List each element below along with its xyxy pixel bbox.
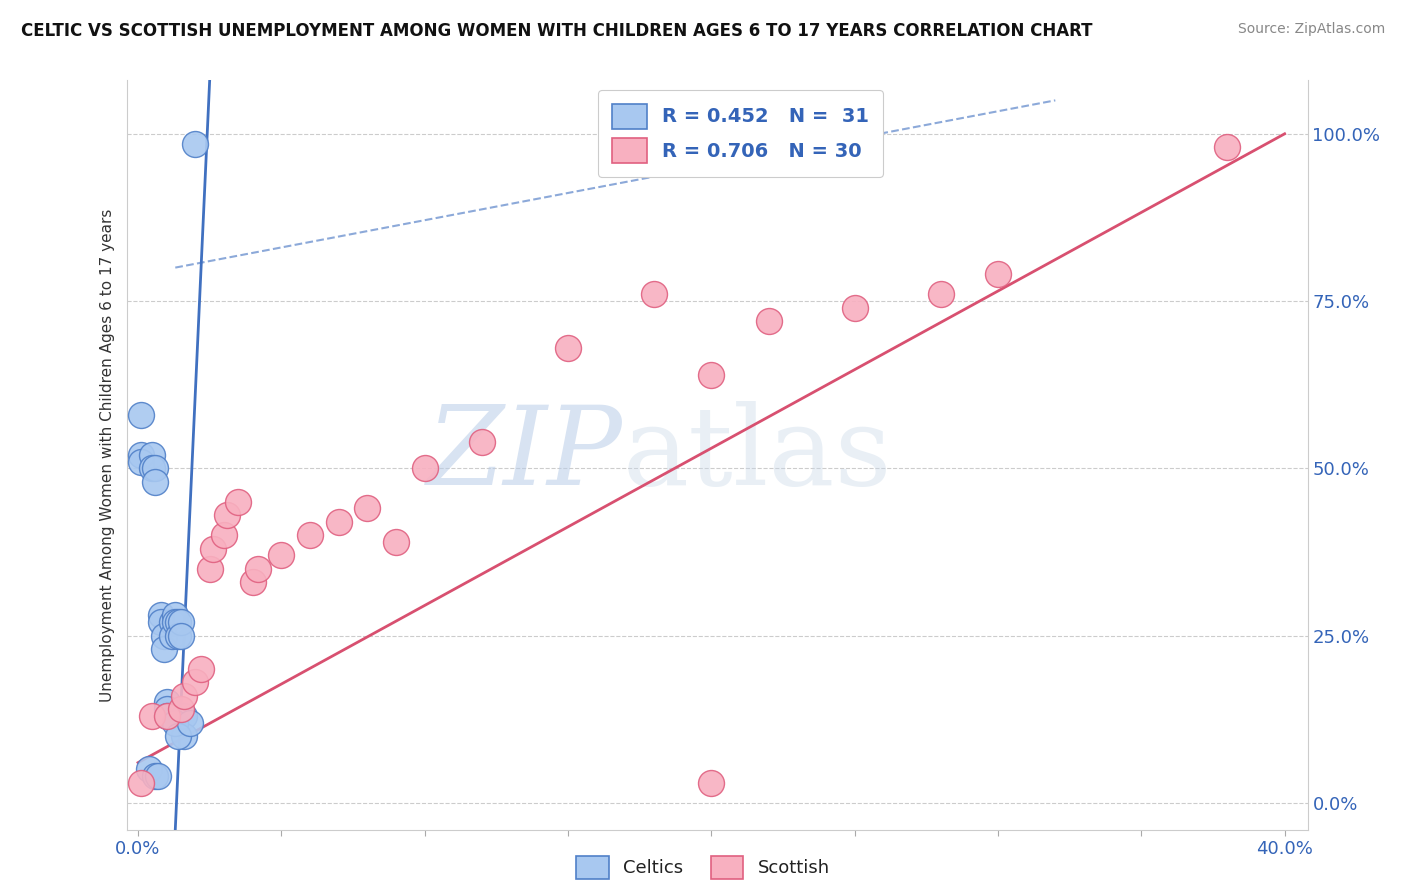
Point bbox=[149, 615, 172, 630]
Point bbox=[143, 461, 166, 475]
Point bbox=[165, 615, 187, 630]
Point bbox=[162, 615, 184, 630]
Point bbox=[413, 461, 436, 475]
Point bbox=[153, 642, 176, 657]
Point bbox=[844, 301, 866, 315]
Point bbox=[167, 729, 190, 743]
Text: CELTIC VS SCOTTISH UNEMPLOYMENT AMONG WOMEN WITH CHILDREN AGES 6 TO 17 YEARS COR: CELTIC VS SCOTTISH UNEMPLOYMENT AMONG WO… bbox=[21, 22, 1092, 40]
Point bbox=[153, 629, 176, 643]
Y-axis label: Unemployment Among Women with Children Ages 6 to 17 years: Unemployment Among Women with Children A… bbox=[100, 208, 115, 702]
Point bbox=[298, 528, 321, 542]
Point bbox=[179, 715, 201, 730]
Point bbox=[129, 408, 152, 422]
Point bbox=[212, 528, 235, 542]
Point bbox=[184, 136, 207, 151]
Point bbox=[156, 708, 179, 723]
Point bbox=[758, 314, 780, 328]
Point bbox=[700, 368, 723, 382]
Point bbox=[170, 615, 193, 630]
Point bbox=[700, 776, 723, 790]
Point bbox=[643, 287, 665, 301]
Point bbox=[156, 696, 179, 710]
Point bbox=[385, 534, 408, 549]
Point bbox=[170, 629, 193, 643]
Point bbox=[173, 729, 195, 743]
Point bbox=[184, 675, 207, 690]
Text: atlas: atlas bbox=[623, 401, 893, 508]
Point bbox=[156, 708, 179, 723]
Point bbox=[141, 448, 163, 462]
Point bbox=[146, 769, 169, 783]
Point bbox=[242, 575, 264, 590]
Point bbox=[173, 708, 195, 723]
Point bbox=[557, 341, 579, 355]
Point bbox=[270, 548, 292, 563]
Point bbox=[1216, 140, 1239, 154]
Point bbox=[198, 562, 221, 576]
Text: Source: ZipAtlas.com: Source: ZipAtlas.com bbox=[1237, 22, 1385, 37]
Point bbox=[215, 508, 238, 523]
Point bbox=[328, 515, 350, 529]
Legend: R = 0.452   N =  31, R = 0.706   N = 30: R = 0.452 N = 31, R = 0.706 N = 30 bbox=[599, 90, 883, 177]
Point bbox=[167, 629, 190, 643]
Point bbox=[471, 434, 494, 449]
Point bbox=[228, 494, 250, 508]
Point bbox=[987, 268, 1010, 282]
Point bbox=[201, 541, 224, 556]
Point bbox=[143, 769, 166, 783]
Point bbox=[170, 702, 193, 716]
Legend: Celtics, Scottish: Celtics, Scottish bbox=[569, 848, 837, 887]
Point bbox=[190, 662, 212, 676]
Point bbox=[165, 608, 187, 623]
Point bbox=[247, 562, 270, 576]
Point bbox=[149, 608, 172, 623]
Point bbox=[173, 689, 195, 703]
Point bbox=[141, 708, 163, 723]
Point bbox=[129, 776, 152, 790]
Point bbox=[143, 475, 166, 489]
Text: ZIP: ZIP bbox=[426, 401, 623, 508]
Point bbox=[167, 615, 190, 630]
Point bbox=[929, 287, 952, 301]
Point bbox=[129, 448, 152, 462]
Point bbox=[165, 715, 187, 730]
Point bbox=[356, 501, 378, 516]
Point bbox=[141, 461, 163, 475]
Point bbox=[138, 762, 160, 776]
Point bbox=[162, 629, 184, 643]
Point bbox=[129, 455, 152, 469]
Point bbox=[156, 702, 179, 716]
